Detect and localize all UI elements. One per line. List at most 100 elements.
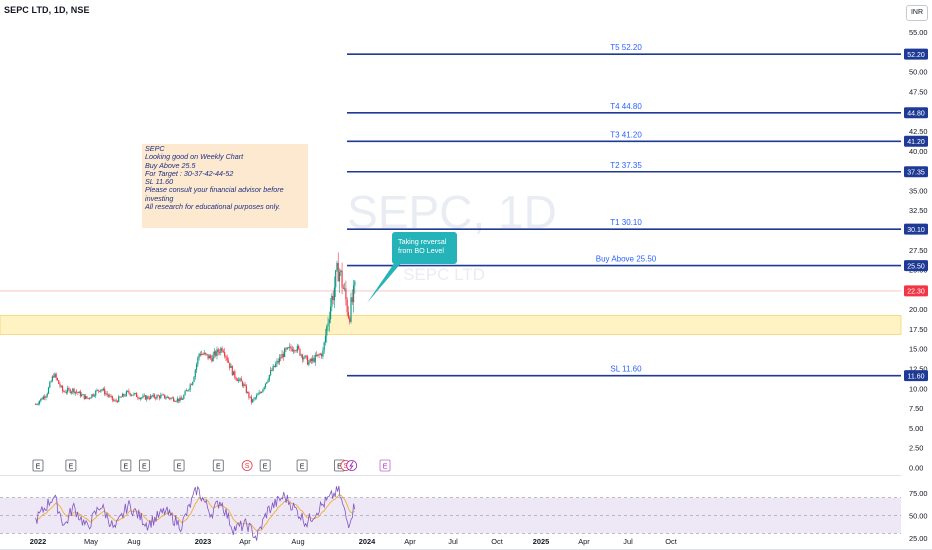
candle-body	[170, 397, 172, 399]
candle-body	[151, 395, 153, 397]
candle-body	[70, 391, 73, 393]
candle	[336, 260, 338, 272]
candle	[213, 348, 216, 359]
x-tick-label: 2022	[30, 537, 46, 546]
candle	[96, 388, 98, 392]
candle	[239, 377, 241, 383]
candle-body	[207, 354, 209, 359]
candle-body	[181, 398, 184, 400]
candle-body	[303, 358, 305, 360]
y-tick-label: 5.00	[909, 424, 923, 433]
split-marker	[241, 460, 253, 471]
candle-body	[211, 358, 213, 362]
earnings-marker-label: E	[177, 464, 182, 471]
candle	[189, 382, 191, 392]
candle-body	[309, 358, 311, 363]
candle	[221, 346, 223, 353]
candle	[338, 268, 341, 293]
candle-body	[280, 357, 282, 359]
candle-body	[87, 397, 89, 399]
x-tick-label: 2024	[359, 537, 376, 546]
candle-body	[183, 395, 185, 399]
candle	[82, 393, 84, 396]
candle	[124, 393, 126, 397]
candle	[345, 280, 347, 306]
candle	[282, 351, 284, 361]
candle-body	[314, 354, 316, 363]
y-tick-label: 20.00	[909, 305, 928, 314]
candle-body	[272, 365, 274, 371]
candle-body	[190, 384, 193, 386]
candle	[227, 357, 230, 364]
earnings-marker	[120, 459, 132, 472]
candle-body	[40, 398, 42, 401]
x-tick-label: Oct	[665, 537, 677, 546]
candle	[272, 363, 274, 372]
candle-body	[331, 295, 333, 307]
level-label: Buy Above 25.50	[596, 255, 657, 264]
candle-body	[208, 355, 210, 359]
candle-body	[79, 391, 82, 397]
level-badge-label: 44.80	[907, 110, 925, 117]
currency-badge[interactable]: INR	[906, 5, 928, 21]
candle	[269, 366, 272, 377]
candle-body	[156, 395, 158, 399]
candle	[252, 398, 254, 404]
analysis-note[interactable]: SEPC Looking good on Weekly Chart Buy Ab…	[142, 144, 308, 228]
candle-body	[296, 346, 298, 351]
candle	[192, 381, 194, 386]
candle	[281, 350, 283, 359]
candle	[67, 385, 69, 395]
symbol-title[interactable]: SEPC LTD, 1D, NSE	[4, 5, 90, 15]
candle	[202, 352, 204, 356]
candle	[132, 394, 134, 396]
candle-body	[77, 392, 79, 394]
candle-body	[146, 396, 148, 400]
candle	[104, 386, 106, 396]
candle-body	[216, 349, 218, 356]
level-badge	[904, 260, 928, 272]
dividend-marker	[346, 460, 358, 471]
candle-body	[61, 386, 64, 392]
candle-body	[120, 396, 122, 398]
candle-body	[267, 380, 269, 383]
candle-body	[105, 393, 107, 395]
candle-body	[349, 317, 351, 322]
candle	[310, 357, 313, 364]
candle	[56, 377, 59, 381]
candle	[44, 394, 46, 401]
candle	[206, 353, 208, 356]
candle-body	[201, 354, 203, 356]
candle	[337, 252, 339, 282]
candle-body	[152, 394, 154, 397]
candle-body	[244, 384, 246, 386]
candle	[157, 394, 159, 397]
candle	[188, 388, 190, 392]
candle	[245, 383, 247, 394]
candle	[278, 353, 281, 365]
note-line: For Target : 30-37-42-44-52	[145, 168, 234, 178]
candle	[155, 396, 157, 401]
candle-body	[287, 347, 290, 349]
candle	[86, 395, 88, 400]
candle-body	[298, 346, 300, 349]
candle	[161, 393, 163, 396]
candle-body	[50, 381, 52, 383]
candle-body	[101, 389, 103, 391]
callout-line: from BO Level	[398, 246, 444, 255]
candle	[127, 390, 129, 393]
candle-body	[295, 350, 297, 352]
candle	[307, 354, 309, 366]
candle-body	[329, 306, 332, 320]
candle-body	[157, 395, 159, 397]
candle	[199, 351, 201, 357]
candle	[77, 391, 79, 396]
level-badge	[904, 370, 928, 382]
candle-body	[231, 366, 233, 376]
earnings-marker	[379, 459, 391, 472]
callout-reversal[interactable]: Taking reversal from BO Level	[392, 232, 457, 264]
y-tick-label: 10.00	[909, 384, 928, 393]
candle-body	[266, 382, 268, 384]
candle	[73, 387, 75, 395]
